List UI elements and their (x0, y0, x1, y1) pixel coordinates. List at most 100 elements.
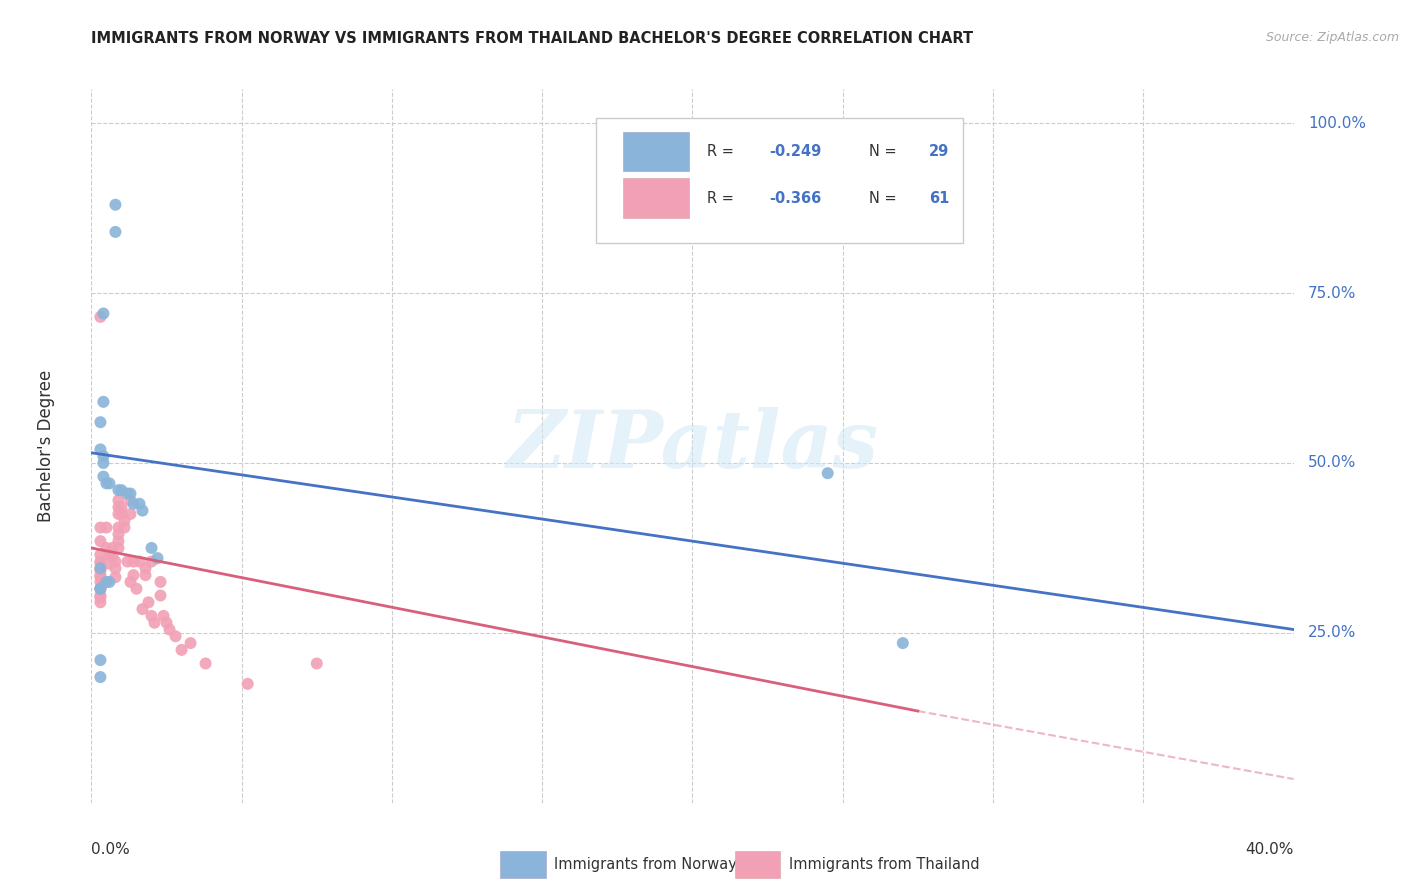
Point (89, 670, 111, 684)
Point (180, 636, 202, 650)
Point (89, 548, 111, 562)
Point (152, 608, 174, 623)
Point (93, 394, 115, 409)
Point (107, 527, 129, 541)
Text: 61: 61 (929, 191, 949, 205)
Point (141, 608, 163, 623)
Text: 75.0%: 75.0% (1308, 285, 1357, 301)
Point (96, 520, 118, 534)
Point (104, 198, 127, 212)
Point (110, 500, 132, 515)
Point (98, 476, 121, 491)
Point (98, 557, 121, 571)
Point (134, 561, 156, 575)
Point (155, 615, 177, 630)
Point (93, 456, 115, 470)
Point (89, 574, 111, 589)
Point (107, 507, 129, 521)
Point (89, 310, 111, 324)
Point (107, 483, 129, 498)
Point (104, 225, 127, 239)
Text: IMMIGRANTS FROM NORWAY VS IMMIGRANTS FROM THAILAND BACHELOR'S DEGREE CORRELATION: IMMIGRANTS FROM NORWAY VS IMMIGRANTS FRO… (91, 31, 973, 46)
Point (89, 582, 111, 596)
Point (159, 623, 181, 637)
Point (89, 415, 111, 429)
Point (89, 520, 111, 534)
Text: -0.366: -0.366 (769, 191, 821, 205)
Point (101, 541, 124, 555)
Point (89, 563, 111, 577)
FancyBboxPatch shape (623, 178, 689, 218)
Point (98, 548, 121, 562)
Point (93, 449, 115, 463)
Point (104, 570, 127, 584)
Point (117, 555, 139, 569)
Text: R =: R = (707, 191, 738, 205)
Point (817, 466, 839, 480)
Text: 50.0%: 50.0% (1308, 456, 1357, 470)
Point (104, 561, 127, 575)
Point (305, 657, 328, 671)
Point (141, 555, 163, 569)
Point (89, 442, 111, 457)
Point (236, 677, 259, 691)
Point (146, 551, 169, 566)
Point (120, 493, 142, 508)
Text: 25.0%: 25.0% (1308, 625, 1357, 640)
Point (120, 574, 142, 589)
Point (89, 557, 111, 571)
Point (107, 541, 129, 555)
Text: -0.249: -0.249 (769, 145, 821, 159)
Point (89, 582, 111, 596)
Point (194, 657, 217, 671)
Point (96, 541, 118, 555)
Point (149, 589, 172, 603)
Point (165, 629, 187, 643)
Point (93, 306, 115, 320)
Point (122, 568, 145, 582)
Point (89, 561, 111, 575)
FancyBboxPatch shape (623, 132, 689, 171)
Point (143, 615, 166, 630)
Text: R =: R = (707, 145, 738, 159)
Point (117, 486, 139, 500)
Point (131, 602, 153, 616)
Point (89, 591, 111, 605)
Point (141, 541, 163, 555)
Point (98, 574, 121, 589)
FancyBboxPatch shape (501, 851, 546, 878)
Point (134, 568, 156, 582)
Point (170, 643, 193, 657)
Point (114, 514, 136, 528)
Point (891, 636, 914, 650)
Point (89, 561, 111, 575)
Point (131, 503, 153, 517)
Text: N =: N = (869, 191, 901, 205)
Text: 100.0%: 100.0% (1308, 116, 1367, 131)
Text: Immigrants from Norway: Immigrants from Norway (554, 856, 737, 871)
FancyBboxPatch shape (596, 118, 963, 243)
Point (120, 486, 142, 500)
Point (120, 507, 142, 521)
Point (122, 555, 145, 569)
Text: 0.0%: 0.0% (91, 842, 131, 857)
Point (107, 500, 129, 515)
Point (122, 497, 145, 511)
Point (107, 520, 129, 534)
Point (89, 653, 111, 667)
Text: Bachelor's Degree: Bachelor's Degree (37, 370, 55, 522)
Point (89, 582, 111, 596)
Point (89, 568, 111, 582)
Point (107, 493, 129, 508)
Point (96, 574, 118, 589)
Point (114, 520, 136, 534)
Point (110, 507, 132, 521)
Point (104, 555, 127, 569)
Point (89, 589, 111, 603)
Text: Source: ZipAtlas.com: Source: ZipAtlas.com (1265, 31, 1399, 45)
Point (96, 476, 118, 491)
Point (128, 555, 150, 569)
Text: N =: N = (869, 145, 901, 159)
Point (89, 570, 111, 584)
FancyBboxPatch shape (734, 851, 780, 878)
